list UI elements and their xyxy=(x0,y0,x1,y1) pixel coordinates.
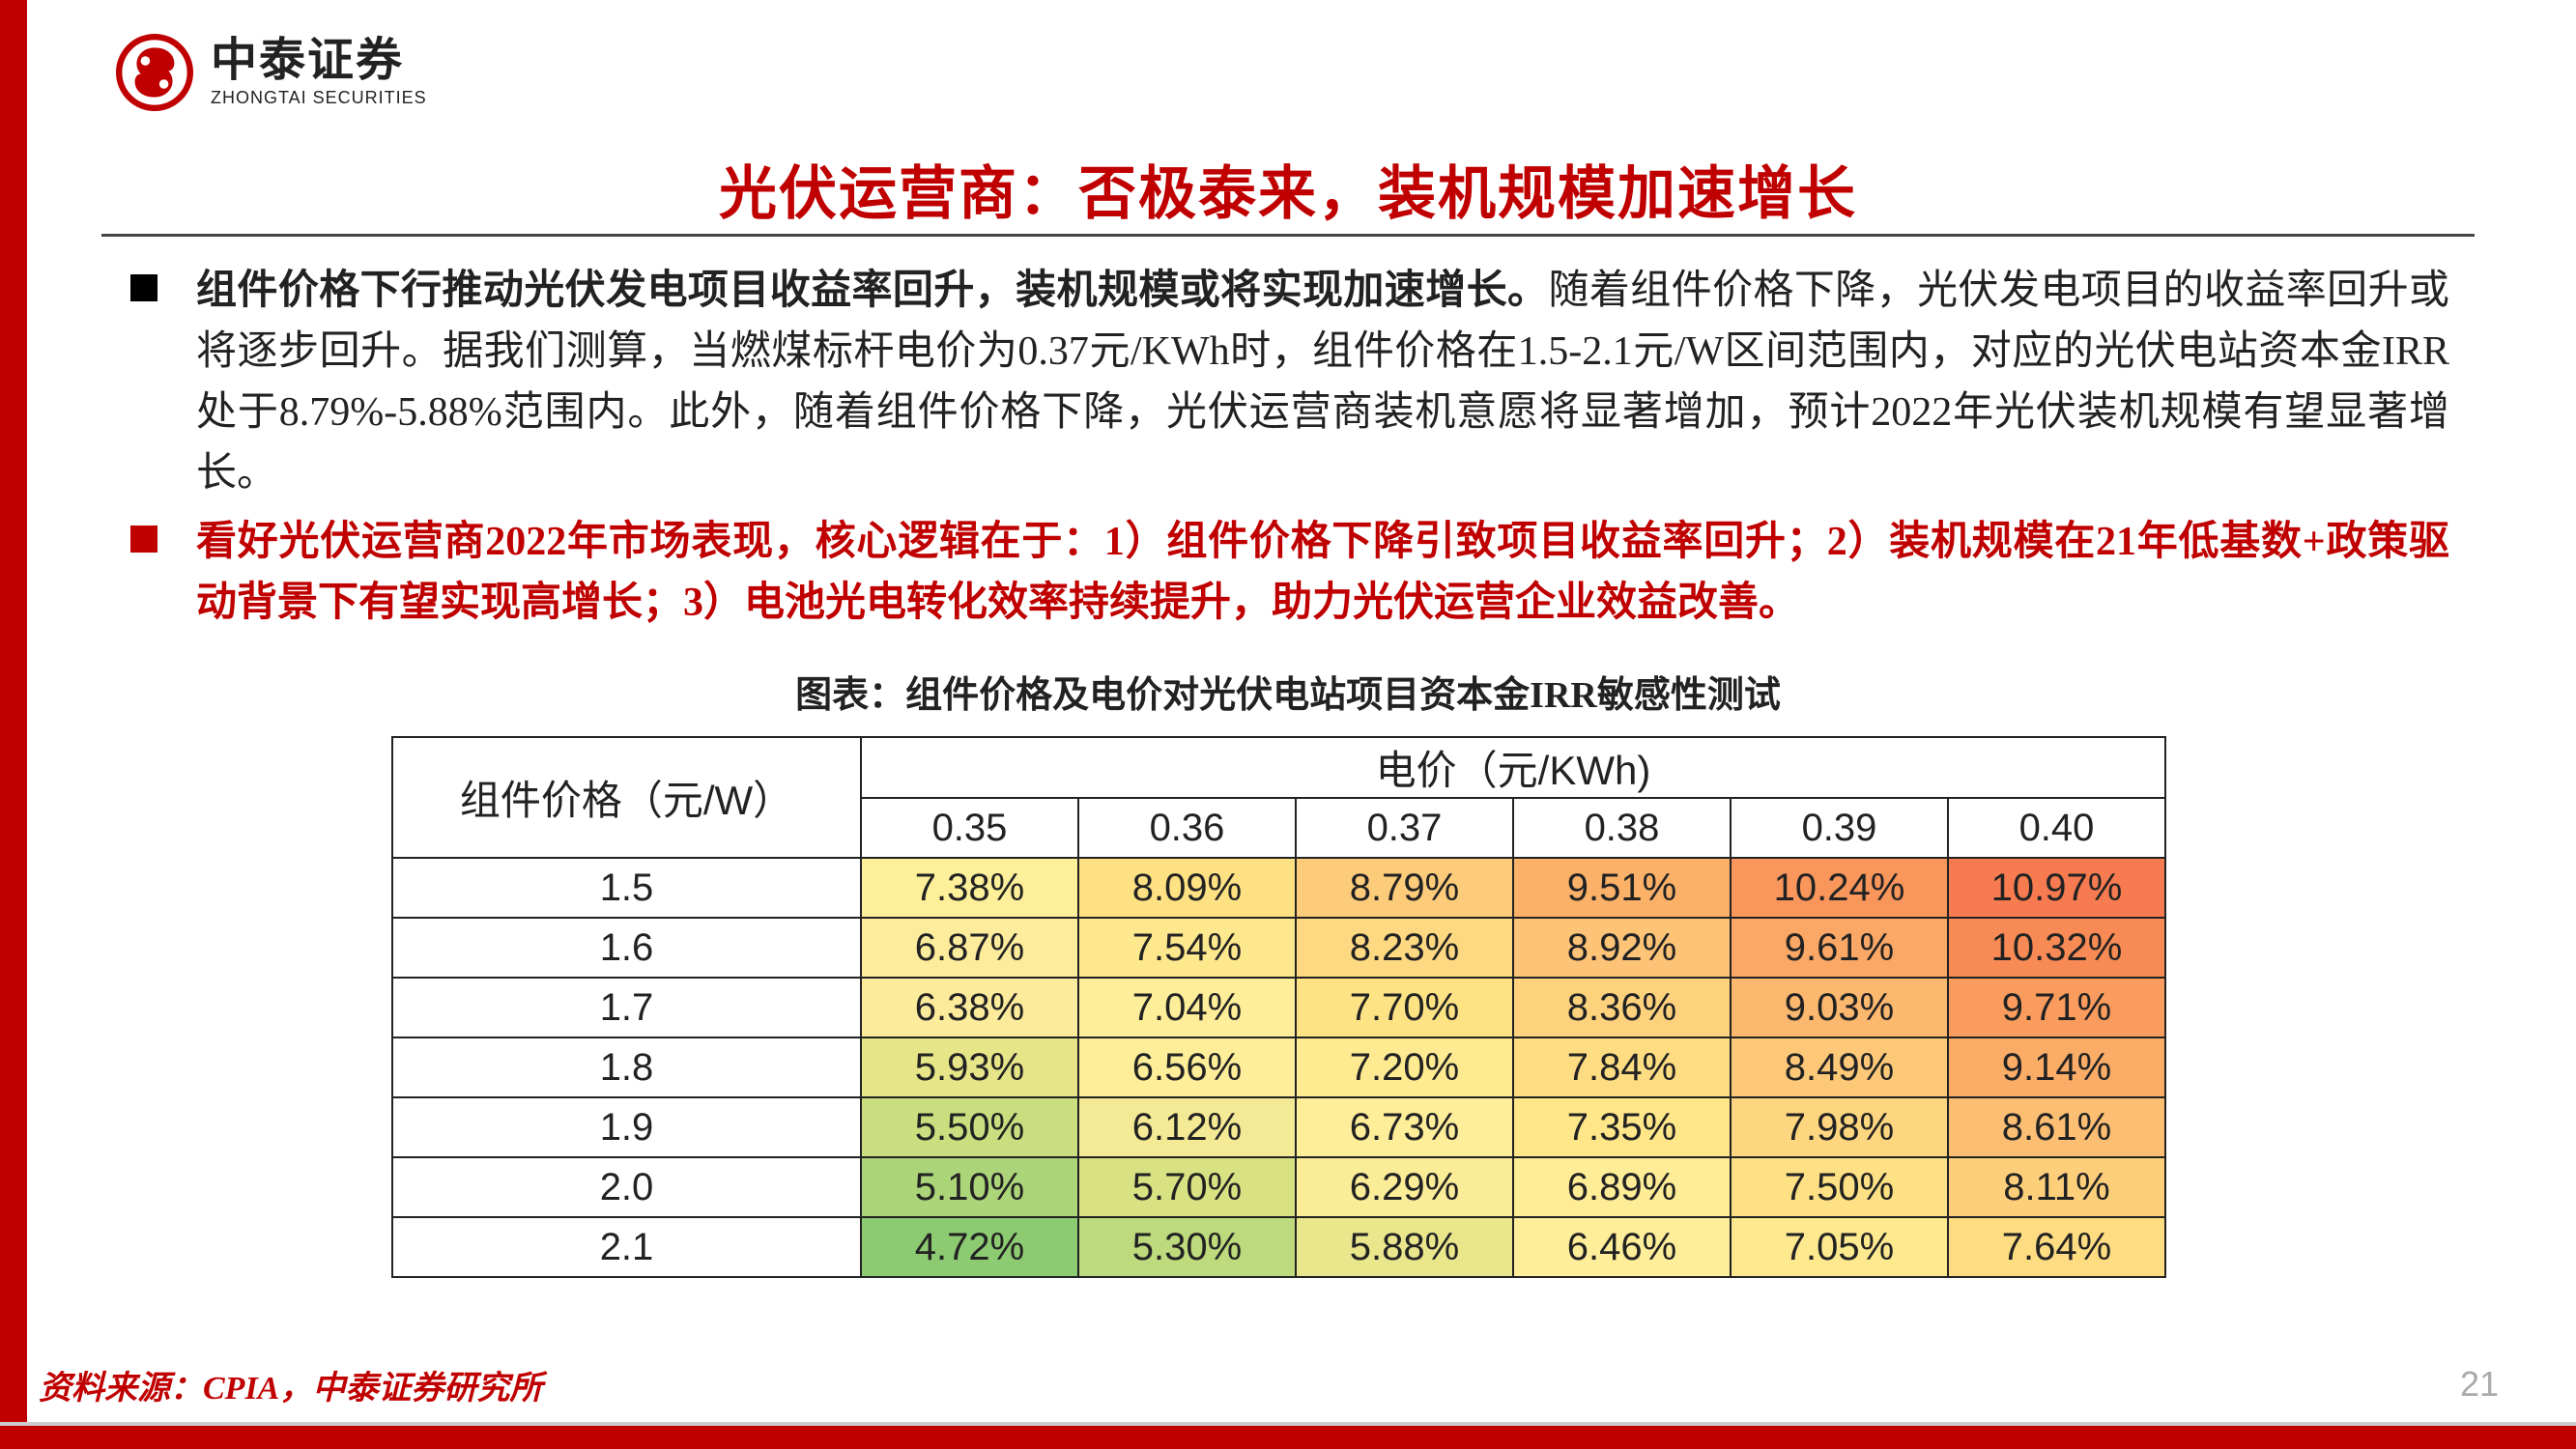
table-row: 1.66.87%7.54%8.23%8.92%9.61%10.32% xyxy=(392,918,2165,978)
bullet-item-2: 看好光伏运营商2022年市场表现，核心逻辑在于：1）组件价格下降引致项目收益率回… xyxy=(130,512,2449,634)
irr-cell: 5.10% xyxy=(861,1157,1078,1217)
table-row: 1.85.93%6.56%7.20%7.84%8.49%9.14% xyxy=(392,1037,2165,1097)
irr-cell: 9.03% xyxy=(1731,978,1948,1037)
irr-cell: 10.24% xyxy=(1731,858,1948,918)
module-price-cell: 1.9 xyxy=(392,1097,861,1157)
irr-cell: 8.61% xyxy=(1948,1097,2165,1157)
irr-cell: 6.12% xyxy=(1078,1097,1296,1157)
irr-cell: 7.04% xyxy=(1078,978,1296,1037)
page-title: 光伏运营商：否极泰来，装机规模加速增长 xyxy=(0,147,2576,231)
irr-cell: 7.54% xyxy=(1078,918,1296,978)
irr-cell: 7.35% xyxy=(1513,1097,1731,1157)
price-col-header: 0.38 xyxy=(1513,798,1731,858)
logo-text-en: ZHONGTAI SECURITIES xyxy=(211,88,427,108)
irr-cell: 8.36% xyxy=(1513,978,1731,1037)
irr-cell: 8.79% xyxy=(1296,858,1513,918)
price-col-header: 0.37 xyxy=(1296,798,1513,858)
logo-text-cn: 中泰证券 xyxy=(211,38,427,84)
title-underline xyxy=(101,234,2475,237)
irr-cell: 9.71% xyxy=(1948,978,2165,1037)
irr-cell: 9.61% xyxy=(1731,918,1948,978)
irr-cell: 8.92% xyxy=(1513,918,1731,978)
irr-cell: 10.32% xyxy=(1948,918,2165,978)
irr-cell: 6.87% xyxy=(861,918,1078,978)
table-row: 1.76.38%7.04%7.70%8.36%9.03%9.71% xyxy=(392,978,2165,1037)
square-bullet-icon xyxy=(130,274,157,301)
irr-cell: 5.70% xyxy=(1078,1157,1296,1217)
logo-mark-icon xyxy=(116,34,193,111)
price-col-header: 0.35 xyxy=(861,798,1078,858)
table-caption: 图表：组件价格及电价对光伏电站项目资本金IRR敏感性测试 xyxy=(0,665,2576,718)
module-price-cell: 2.1 xyxy=(392,1217,861,1277)
price-col-header: 0.36 xyxy=(1078,798,1296,858)
row-header-label: 组件价格（元/W） xyxy=(392,737,861,858)
irr-cell: 7.20% xyxy=(1296,1037,1513,1097)
square-bullet-icon xyxy=(130,526,157,553)
logo-text: 中泰证券 ZHONGTAI SECURITIES xyxy=(211,38,427,108)
table-row: 2.05.10%5.70%6.29%6.89%7.50%8.11% xyxy=(392,1157,2165,1217)
table-row: 2.14.72%5.30%5.88%6.46%7.05%7.64% xyxy=(392,1217,2165,1277)
irr-cell: 9.14% xyxy=(1948,1037,2165,1097)
table-row: 1.95.50%6.12%6.73%7.35%7.98%8.61% xyxy=(392,1097,2165,1157)
irr-cell: 7.64% xyxy=(1948,1217,2165,1277)
module-price-cell: 2.0 xyxy=(392,1157,861,1217)
irr-cell: 6.89% xyxy=(1513,1157,1731,1217)
price-col-header: 0.39 xyxy=(1731,798,1948,858)
irr-cell: 6.73% xyxy=(1296,1097,1513,1157)
source-attribution: 资料来源：CPIA，中泰证券研究所 xyxy=(39,1361,542,1408)
irr-cell: 5.50% xyxy=(861,1097,1078,1157)
irr-cell: 6.29% xyxy=(1296,1157,1513,1217)
irr-cell: 6.56% xyxy=(1078,1037,1296,1097)
irr-cell: 9.51% xyxy=(1513,858,1731,918)
irr-cell: 7.84% xyxy=(1513,1037,1731,1097)
irr-cell: 4.72% xyxy=(861,1217,1078,1277)
irr-cell: 7.50% xyxy=(1731,1157,1948,1217)
irr-cell: 5.30% xyxy=(1078,1217,1296,1277)
irr-cell: 6.38% xyxy=(861,978,1078,1037)
table-row: 1.57.38%8.09%8.79%9.51%10.24%10.97% xyxy=(392,858,2165,918)
module-price-cell: 1.5 xyxy=(392,858,861,918)
irr-cell: 7.98% xyxy=(1731,1097,1948,1157)
bullet-1-lead: 组件价格下行推动光伏发电项目收益率回升，装机规模或将实现加速增长。 xyxy=(196,269,1548,313)
irr-cell: 7.38% xyxy=(861,858,1078,918)
module-price-cell: 1.8 xyxy=(392,1037,861,1097)
bullet-text-2: 看好光伏运营商2022年市场表现，核心逻辑在于：1）组件价格下降引致项目收益率回… xyxy=(196,512,2449,634)
irr-cell: 5.93% xyxy=(861,1037,1078,1097)
irr-cell: 7.05% xyxy=(1731,1217,1948,1277)
irr-cell: 10.97% xyxy=(1948,858,2165,918)
bullet-item-1: 组件价格下行推动光伏发电项目收益率回升，装机规模或将实现加速增长。随着组件价格下… xyxy=(130,261,2449,504)
col-super-label: 电价（元/KWh) xyxy=(861,737,2165,798)
irr-cell: 8.49% xyxy=(1731,1037,1948,1097)
irr-sensitivity-table: 组件价格（元/W）电价（元/KWh)0.350.360.370.380.390.… xyxy=(391,736,2166,1278)
bottom-accent-bar xyxy=(0,1426,2576,1449)
page-number: 21 xyxy=(2460,1364,2499,1405)
bullet-list: 组件价格下行推动光伏发电项目收益率回升，装机规模或将实现加速增长。随着组件价格下… xyxy=(130,261,2449,641)
bullet-text-1: 组件价格下行推动光伏发电项目收益率回升，装机规模或将实现加速增长。随着组件价格下… xyxy=(196,261,2449,504)
irr-cell: 6.46% xyxy=(1513,1217,1731,1277)
company-logo: 中泰证券 ZHONGTAI SECURITIES xyxy=(116,34,427,111)
irr-cell: 8.09% xyxy=(1078,858,1296,918)
irr-cell: 7.70% xyxy=(1296,978,1513,1037)
module-price-cell: 1.7 xyxy=(392,978,861,1037)
irr-cell: 8.11% xyxy=(1948,1157,2165,1217)
price-col-header: 0.40 xyxy=(1948,798,2165,858)
irr-cell: 8.23% xyxy=(1296,918,1513,978)
module-price-cell: 1.6 xyxy=(392,918,861,978)
slide-page: 中泰证券 ZHONGTAI SECURITIES 光伏运营商：否极泰来，装机规模… xyxy=(0,0,2576,1449)
irr-cell: 5.88% xyxy=(1296,1217,1513,1277)
